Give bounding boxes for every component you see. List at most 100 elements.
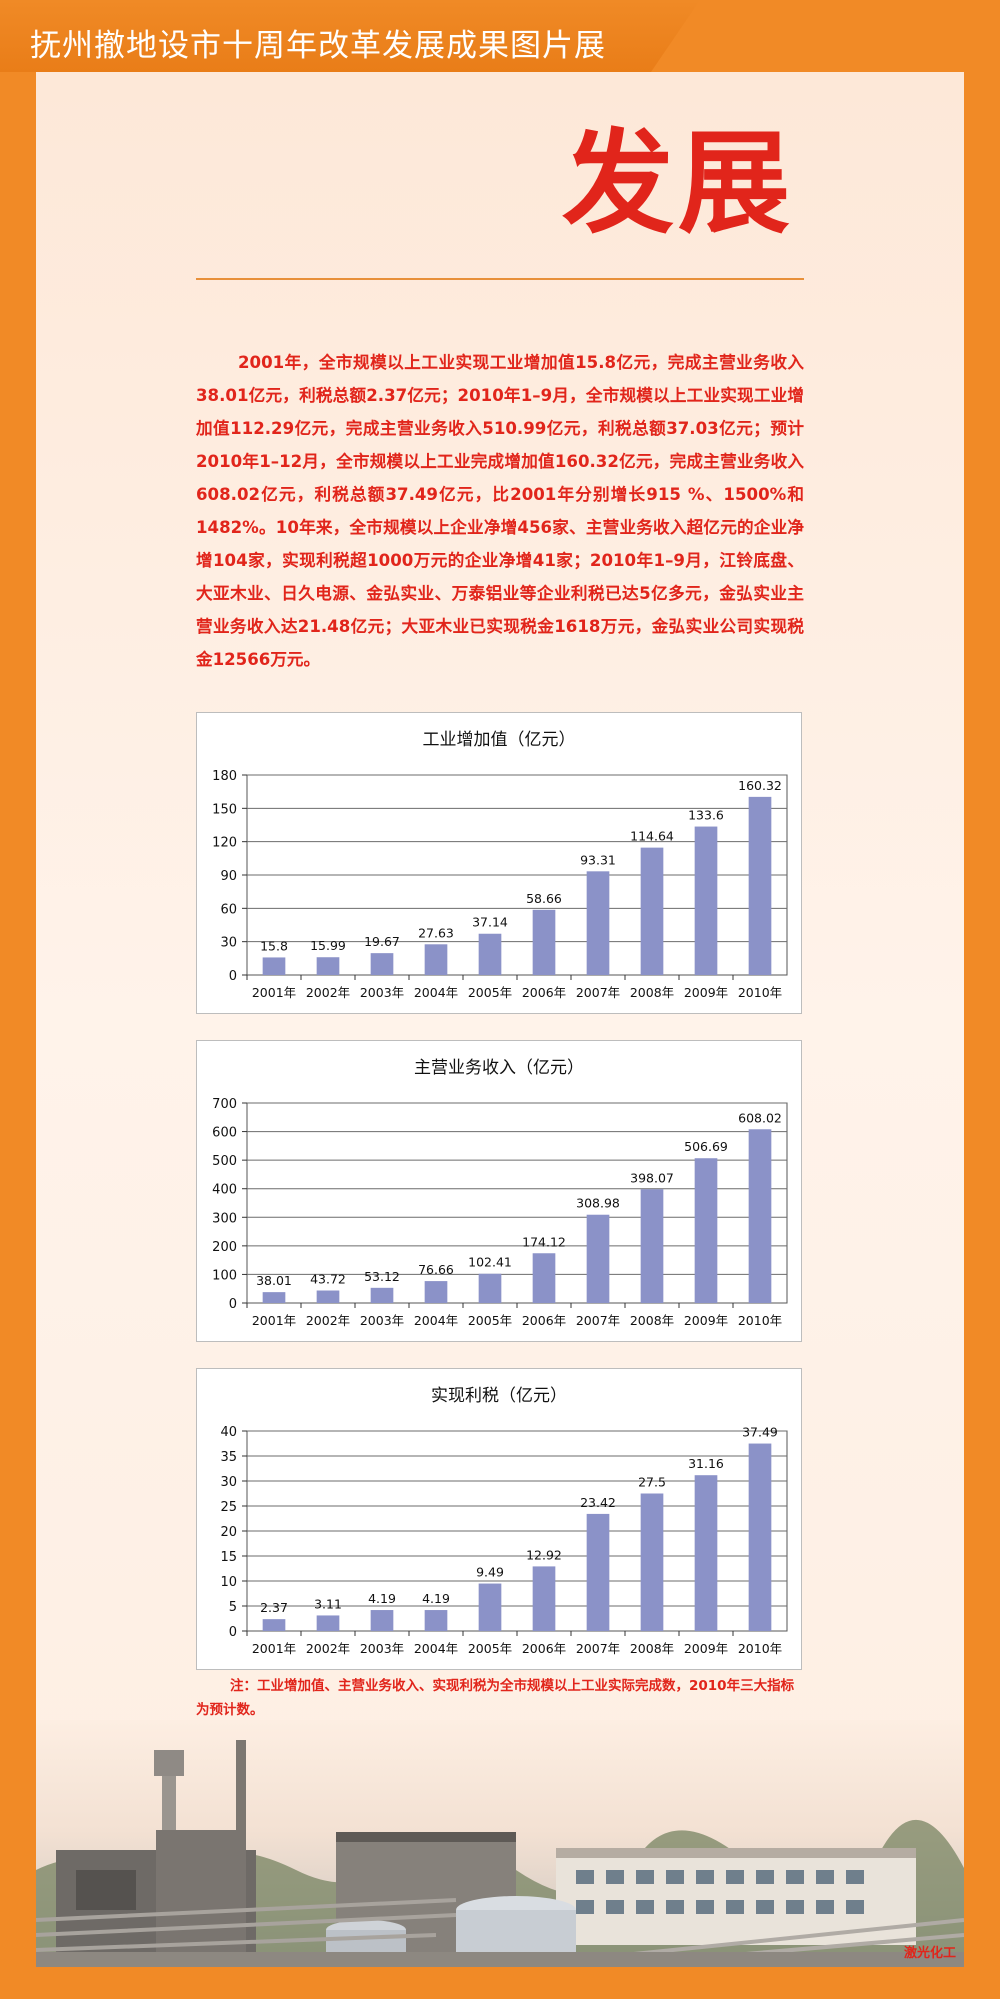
chart-industrial-value-added: 工业增加值（亿元） 0 30 60 90 120 150 180 15.8 2001年 15.99 2…: [196, 712, 802, 1014]
bar-2001年: [262, 957, 286, 975]
x-tick-label: 2008年: [630, 1313, 674, 1328]
bar-2007年: [586, 871, 610, 975]
bar-2009年: [694, 826, 718, 975]
x-tick-label: 2010年: [738, 985, 782, 1000]
bar-2001年: [262, 1292, 286, 1303]
bar-2010年: [748, 1129, 772, 1303]
x-tick-label: 2003年: [360, 1313, 404, 1328]
x-tick-label: 2005年: [468, 985, 512, 1000]
bar-2007年: [586, 1513, 610, 1631]
y-tick-label: 120: [212, 836, 237, 851]
bar-2008年: [640, 1493, 664, 1631]
bar-2004年: [424, 944, 448, 975]
y-tick-label: 300: [212, 1211, 237, 1226]
bar-value-label: 31.16: [688, 1456, 724, 1471]
bar-2006年: [532, 1566, 556, 1631]
chart-profit-tax: 实现利税（亿元） 0 5 10 15 20 25 30 35 40 2.37 2001年 3.11 200…: [196, 1368, 802, 1670]
y-tick-label: 15: [220, 1550, 237, 1565]
x-tick-label: 2006年: [522, 1313, 566, 1328]
bar-value-label: 27.63: [418, 925, 454, 940]
x-tick-label: 2010年: [738, 1313, 782, 1328]
bar-2003年: [370, 953, 394, 975]
y-tick-label: 180: [212, 769, 237, 784]
x-tick-label: 2001年: [252, 1641, 296, 1656]
bar-value-label: 23.42: [580, 1495, 616, 1510]
bar-value-label: 27.5: [638, 1475, 666, 1490]
x-tick-label: 2009年: [684, 1313, 728, 1328]
y-tick-label: 400: [212, 1183, 237, 1198]
bar-value-label: 506.69: [684, 1139, 728, 1154]
bar-value-label: 76.66: [418, 1262, 454, 1277]
bar-2004年: [424, 1610, 448, 1631]
x-tick-label: 2002年: [306, 1641, 350, 1656]
bar-2008年: [640, 847, 664, 975]
x-tick-label: 2002年: [306, 985, 350, 1000]
bar-value-label: 12.92: [526, 1547, 562, 1562]
bar-value-label: 37.49: [742, 1425, 778, 1440]
x-tick-label: 2008年: [630, 985, 674, 1000]
bar-value-label: 37.14: [472, 915, 508, 930]
banner-title: 抚州撤地设市十周年改革发展成果图片展: [30, 28, 606, 64]
x-tick-label: 2003年: [360, 985, 404, 1000]
bar-2009年: [694, 1475, 718, 1631]
y-tick-label: 150: [212, 802, 237, 817]
bar-value-label: 114.64: [630, 829, 674, 844]
bar-2008年: [640, 1189, 664, 1303]
bar-value-label: 58.66: [526, 891, 562, 906]
chart-title: 实现利税（亿元）: [431, 1386, 567, 1406]
bar-2005年: [478, 1273, 502, 1303]
x-tick-label: 2007年: [576, 1313, 620, 1328]
footnote: 注：工业增加值、主营业务收入、实现利税为全市规模以上工业实际完成数，2010年三…: [196, 1678, 795, 1718]
x-tick-label: 2009年: [684, 1641, 728, 1656]
bar-2005年: [478, 1583, 502, 1631]
bar-value-label: 15.8: [260, 938, 288, 953]
y-tick-label: 20: [220, 1525, 237, 1540]
bar-2003年: [370, 1287, 394, 1303]
bar-value-label: 9.49: [476, 1565, 504, 1580]
page-heading: 发展: [562, 119, 794, 249]
x-tick-label: 2006年: [522, 1641, 566, 1656]
x-tick-label: 2004年: [414, 985, 458, 1000]
chart-svg-industrial-value-added: 工业增加值（亿元） 0 30 60 90 120 150 180 15.8 2001年 15.99 2…: [212, 730, 788, 1000]
chart-svg-profit-tax: 实现利税（亿元） 0 5 10 15 20 25 30 35 40 2.37 2001年 3.11 200…: [220, 1386, 788, 1656]
x-tick-label: 2003年: [360, 1641, 404, 1656]
y-tick-label: 5: [229, 1600, 237, 1615]
bar-value-label: 43.72: [310, 1272, 346, 1287]
bar-2009年: [694, 1158, 718, 1303]
industrial-plant-image: [36, 1720, 964, 1967]
bar-value-label: 38.01: [256, 1273, 292, 1288]
body-paragraph: 2001年，全市规模以上工业实现工业增加值15.8亿元，完成主营业务收入38.0…: [196, 353, 804, 669]
y-tick-label: 30: [220, 936, 237, 951]
x-tick-label: 2005年: [468, 1641, 512, 1656]
bar-2004年: [424, 1281, 448, 1303]
bar-value-label: 160.32: [738, 778, 782, 793]
y-tick-label: 600: [212, 1126, 237, 1141]
y-tick-label: 60: [220, 902, 237, 917]
heading-divider: [196, 278, 804, 280]
bar-value-label: 93.31: [580, 852, 616, 867]
x-tick-label: 2004年: [414, 1641, 458, 1656]
bar-2010年: [748, 796, 772, 975]
y-tick-label: 700: [212, 1097, 237, 1112]
bar-value-label: 53.12: [364, 1269, 400, 1284]
bar-2006年: [532, 1253, 556, 1303]
x-tick-label: 2001年: [252, 1313, 296, 1328]
y-tick-label: 10: [220, 1575, 237, 1590]
chart-title: 工业增加值（亿元）: [423, 730, 576, 750]
bar-value-label: 3.11: [314, 1596, 342, 1611]
bar-value-label: 15.99: [310, 938, 346, 953]
credit-text: 激光化工: [903, 1946, 956, 1961]
bar-value-label: 102.41: [468, 1255, 512, 1270]
y-tick-label: 30: [220, 1475, 237, 1490]
y-tick-label: 500: [212, 1154, 237, 1169]
y-tick-label: 0: [229, 1297, 237, 1312]
bar-value-label: 19.67: [364, 934, 400, 949]
bar-value-label: 4.19: [368, 1591, 396, 1606]
bar-2010年: [748, 1443, 772, 1631]
bar-value-label: 133.6: [688, 808, 724, 823]
bar-value-label: 308.98: [576, 1196, 620, 1211]
bar-2002年: [316, 1290, 340, 1303]
chart-svg-main-business-revenue: 主营业务收入（亿元） 0 100 200 300 400 500 600 700 38.01 200…: [212, 1058, 788, 1328]
bar-2003年: [370, 1610, 394, 1631]
